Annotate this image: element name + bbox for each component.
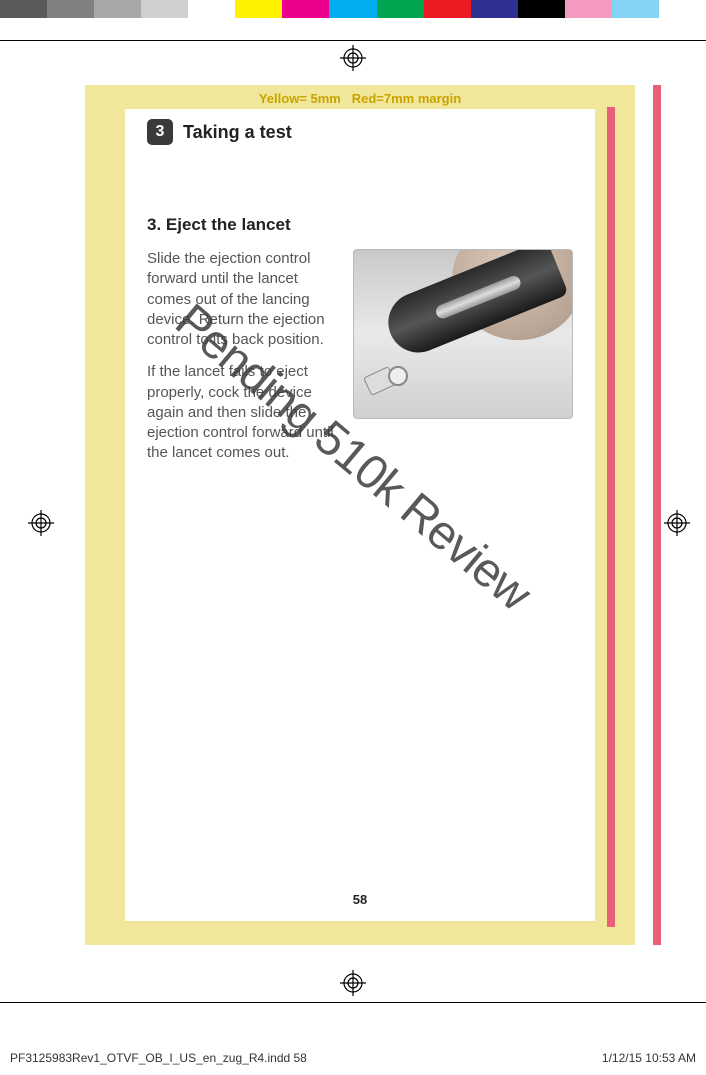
- color-swatch: [47, 0, 94, 18]
- registration-mark-left: [28, 510, 54, 536]
- page-content: 3 Taking a test 3. Eject the lancet Slid…: [125, 109, 595, 921]
- crop-line-top: [0, 40, 706, 41]
- crop-line-bottom: [0, 1002, 706, 1003]
- color-swatch: [141, 0, 188, 18]
- page-number: 58: [125, 892, 595, 907]
- color-swatch: [377, 0, 424, 18]
- margin-label-yellow: Yellow= 5mm: [259, 91, 341, 106]
- step-title: 3. Eject the lancet: [147, 215, 573, 235]
- page-yellow-margin: Yellow= 5mm Red=7mm margin 3 Taking a te…: [85, 85, 635, 945]
- step-paragraph-2: If the lancet fails to eject properly, c…: [147, 362, 337, 463]
- step-paragraph-1: Slide the ejection control forward until…: [147, 249, 337, 350]
- section-title: Taking a test: [183, 122, 292, 143]
- section-header: 3 Taking a test: [147, 119, 573, 145]
- color-swatch: [94, 0, 141, 18]
- color-swatch: [282, 0, 329, 18]
- step-body: Slide the ejection control forward until…: [147, 249, 573, 476]
- registration-mark-bottom: [340, 970, 366, 996]
- footer-datetime: 1/12/15 10:53 AM: [602, 1051, 696, 1065]
- color-swatch: [329, 0, 376, 18]
- red-margin-bar-outer: [653, 85, 661, 945]
- color-swatch: [471, 0, 518, 18]
- color-swatch: [659, 0, 706, 18]
- red-margin-bar-inner: [607, 107, 615, 927]
- margin-label-red: Red=7mm margin: [352, 91, 461, 106]
- margin-label: Yellow= 5mm Red=7mm margin: [85, 91, 635, 106]
- registration-mark-right: [664, 510, 690, 536]
- color-swatch: [612, 0, 659, 18]
- color-swatch: [235, 0, 282, 18]
- step-illustration: [353, 249, 573, 419]
- registration-mark-top: [340, 45, 366, 71]
- color-swatch: [0, 0, 47, 18]
- color-swatch: [188, 0, 235, 18]
- footer-filename: PF3125983Rev1_OTVF_OB_I_US_en_zug_R4.ind…: [10, 1051, 307, 1065]
- step-text: Slide the ejection control forward until…: [147, 249, 337, 476]
- color-swatch: [518, 0, 565, 18]
- color-swatch: [565, 0, 612, 18]
- color-swatch: [424, 0, 471, 18]
- section-number-badge: 3: [147, 119, 173, 145]
- color-calibration-bar: [0, 0, 706, 18]
- print-footer: PF3125983Rev1_OTVF_OB_I_US_en_zug_R4.ind…: [10, 1051, 696, 1065]
- ejected-lancet-graphic: [366, 366, 406, 396]
